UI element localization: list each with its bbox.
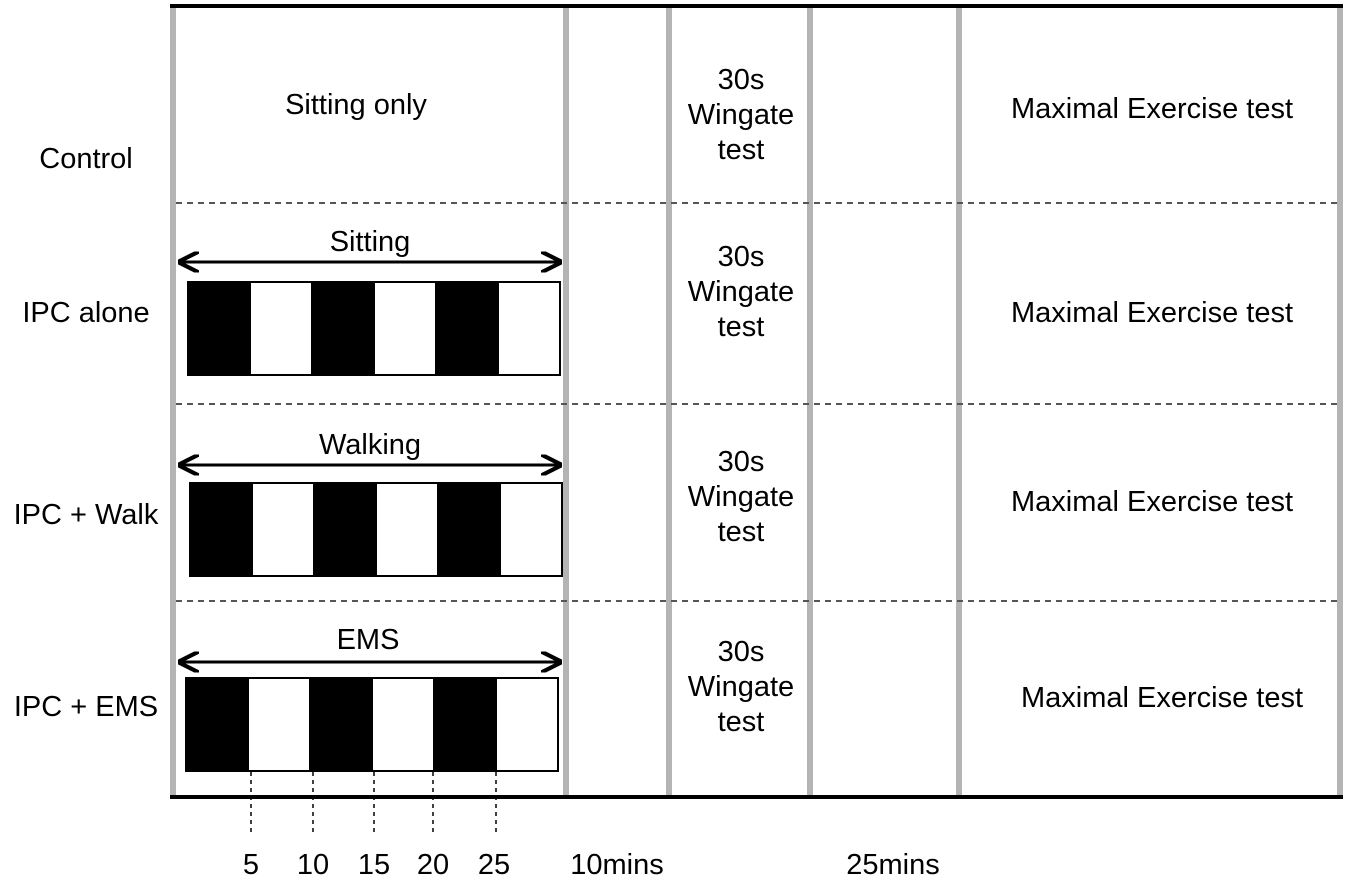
ipc-block-ipc-ems-3 xyxy=(309,677,373,772)
ipc-block-ipc-alone-2 xyxy=(249,281,313,376)
maximal-exercise-test-ipc-ems: Maximal Exercise test xyxy=(1020,682,1303,714)
phase-label-sitting: Sitting xyxy=(329,226,411,258)
row-label-ipc-ems: IPC + EMS xyxy=(13,691,159,723)
time-tick-5: 5 xyxy=(242,849,260,881)
ipc-block-ipc-alone-3 xyxy=(311,281,375,376)
ipc-block-ipc-alone-6 xyxy=(497,281,561,376)
row-label-ipc-alone: IPC alone xyxy=(22,297,150,329)
wingate-test-ipc-alone: 30s Wingate test xyxy=(687,241,795,343)
ipc-block-ipc-walk-1 xyxy=(189,482,253,577)
time-tick-15: 15 xyxy=(357,849,391,881)
ipc-block-ipc-walk-4 xyxy=(375,482,439,577)
ipc-block-ipc-alone-1 xyxy=(187,281,251,376)
ipc-block-ipc-ems-2 xyxy=(247,677,311,772)
wingate-test-ipc-walk: 30s Wingate test xyxy=(687,446,795,548)
wingate-test-control: 30s Wingate test xyxy=(687,64,795,166)
time-tick-20: 20 xyxy=(416,849,450,881)
interval-label-25mins: 25mins xyxy=(846,849,940,881)
phase-label-walking: Walking xyxy=(318,429,422,461)
time-tick-10: 10 xyxy=(296,849,330,881)
ipc-block-ipc-walk-3 xyxy=(313,482,377,577)
ipc-block-ipc-ems-1 xyxy=(185,677,249,772)
ipc-block-ipc-walk-6 xyxy=(499,482,563,577)
ipc-block-ipc-walk-5 xyxy=(437,482,501,577)
ipc-block-ipc-ems-6 xyxy=(495,677,559,772)
ipc-block-ipc-alone-5 xyxy=(435,281,499,376)
phase-label-ems: EMS xyxy=(336,624,400,656)
ipc-block-ipc-ems-5 xyxy=(433,677,497,772)
interval-label-10mins: 10mins xyxy=(570,849,664,881)
wingate-test-ipc-ems: 30s Wingate test xyxy=(687,636,795,738)
ipc-block-ipc-alone-4 xyxy=(373,281,437,376)
ipc-block-ipc-walk-2 xyxy=(251,482,315,577)
maximal-exercise-test-ipc-walk: Maximal Exercise test xyxy=(1010,486,1293,518)
row-label-ipc-walk: IPC + Walk xyxy=(13,499,159,531)
maximal-exercise-test-ipc-alone: Maximal Exercise test xyxy=(1010,297,1293,329)
ipc-block-ipc-ems-4 xyxy=(371,677,435,772)
time-tick-25: 25 xyxy=(477,849,511,881)
maximal-exercise-test-control: Maximal Exercise test xyxy=(1010,93,1293,125)
phase-label-sitting-only: Sitting only xyxy=(285,89,427,121)
row-label-control: Control xyxy=(39,143,133,175)
